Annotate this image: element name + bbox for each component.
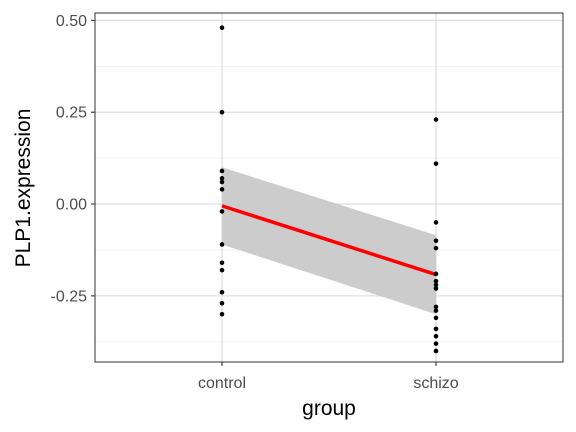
data-point-schizo <box>433 220 439 225</box>
y-tick-label: -0.25 <box>51 288 88 305</box>
data-point-schizo <box>433 271 439 277</box>
data-point-control <box>219 25 225 30</box>
data-point-schizo <box>433 308 439 313</box>
y-axis: 0.50 0.25 0.00 -0.25 <box>51 13 95 305</box>
data-point-control <box>219 289 225 295</box>
data-point-control <box>219 209 225 214</box>
data-point-control <box>219 176 225 181</box>
data-point-schizo <box>433 282 439 288</box>
data-point-schizo <box>433 286 439 291</box>
data-point-schizo <box>433 315 439 321</box>
data-point-schizo <box>433 161 439 166</box>
data-point-control <box>219 179 225 185</box>
x-tick-label-control: control <box>198 375 246 392</box>
data-point-schizo <box>433 341 439 346</box>
data-point-control <box>219 260 225 266</box>
data-point-schizo <box>433 238 439 244</box>
y-tick-label: 0.50 <box>56 13 87 30</box>
data-point-schizo <box>433 333 439 339</box>
y-axis-title: PLP1.expression <box>12 109 35 268</box>
x-tick-label-schizo: schizo <box>413 375 458 392</box>
data-point-schizo <box>433 117 439 122</box>
plot-panel <box>95 13 563 362</box>
x-axis: control schizo <box>198 362 459 392</box>
data-point-control <box>219 168 225 174</box>
data-point-control <box>219 300 225 306</box>
data-point-schizo <box>433 326 439 332</box>
regression-line <box>221 204 437 277</box>
data-points <box>219 25 439 354</box>
y-tick-label: 0.00 <box>56 197 87 214</box>
data-point-control <box>219 187 225 192</box>
data-point-control <box>219 267 225 273</box>
data-point-schizo <box>433 304 439 310</box>
data-point-control <box>219 242 225 247</box>
y-tick-label: 0.25 <box>56 105 87 122</box>
data-point-control <box>219 109 225 115</box>
data-point-control <box>219 311 225 317</box>
data-point-schizo <box>433 348 439 354</box>
data-point-schizo <box>433 245 439 251</box>
plot-border <box>94 12 564 363</box>
data-point-schizo <box>433 278 439 284</box>
x-axis-title: group <box>302 397 356 420</box>
